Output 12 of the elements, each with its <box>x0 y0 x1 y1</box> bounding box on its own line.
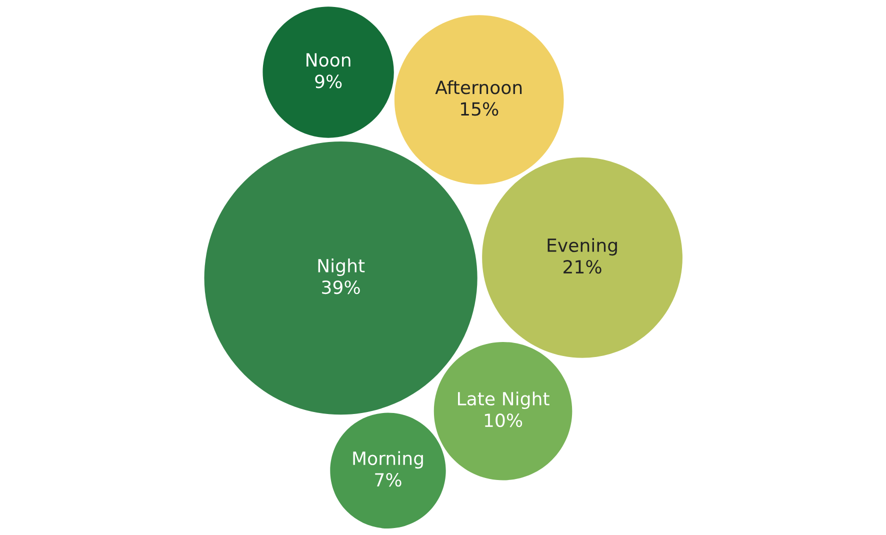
data-label: 21% <box>564 260 602 274</box>
category-label: Late Night <box>458 392 550 410</box>
data-label: 39% <box>322 280 360 294</box>
category-label: Night <box>318 258 365 276</box>
category-label: Noon <box>306 53 350 67</box>
category-label: Morning <box>353 451 423 469</box>
data-label: 10% <box>484 413 522 428</box>
data-label: 9% <box>315 74 342 88</box>
category-label: Afternoon <box>435 80 522 94</box>
category-label: Evening <box>548 238 617 256</box>
data-label: 7% <box>375 473 402 487</box>
data-label: 15% <box>461 102 498 116</box>
